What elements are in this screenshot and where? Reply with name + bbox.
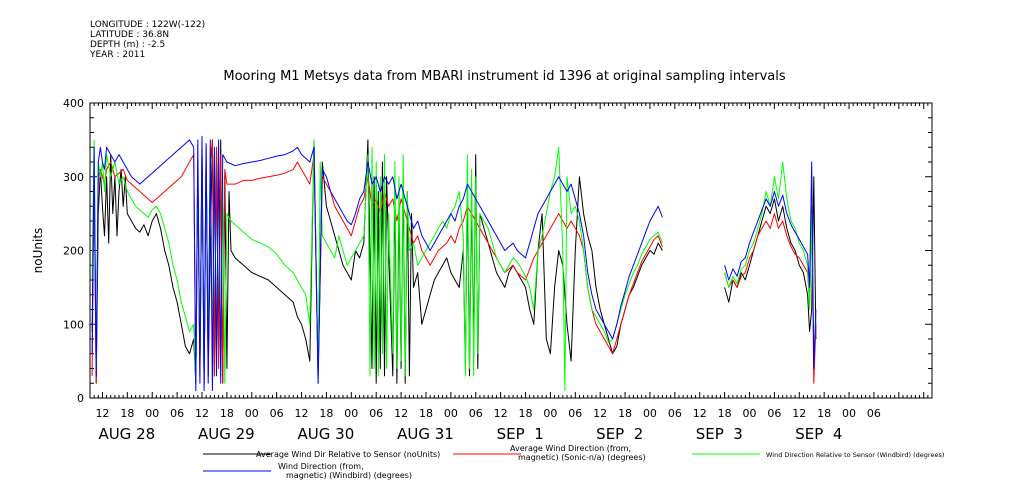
- x-hour-tick-label: 18: [120, 407, 134, 420]
- x-hour-tick-label: 18: [718, 407, 732, 420]
- x-date-label: SEP 4: [795, 425, 842, 443]
- legend-label-1: Average Wind Dir Relative to Sensor (noU…: [256, 450, 440, 459]
- x-hour-tick-label: 18: [419, 407, 433, 420]
- series-line-4: [91, 135, 663, 392]
- x-hour-tick-label: 06: [170, 407, 184, 420]
- y-tick-label: 100: [63, 318, 84, 331]
- y-tick-label: 400: [63, 97, 84, 110]
- x-date-label: SEP 1: [497, 425, 544, 443]
- x-hour-tick-label: 12: [792, 407, 806, 420]
- x-hour-tick-label: 18: [220, 407, 234, 420]
- x-hour-tick-label: 06: [568, 407, 582, 420]
- x-date-label: AUG 29: [198, 425, 255, 443]
- x-date-label: SEP 2: [596, 425, 643, 443]
- x-hour-tick-label: 12: [494, 407, 508, 420]
- y-tick-label: 200: [63, 245, 84, 258]
- x-hour-tick-label: 06: [867, 407, 881, 420]
- legend-label-4: magnetic) (Windbird) (degrees): [286, 471, 412, 480]
- x-hour-tick-label: 06: [369, 407, 383, 420]
- x-hour-tick-label: 00: [245, 407, 259, 420]
- series-line-3: [91, 139, 663, 392]
- x-date-label: AUG 28: [98, 425, 155, 443]
- x-hour-tick-label: 00: [145, 407, 159, 420]
- x-hour-tick-label: 12: [593, 407, 607, 420]
- x-hour-tick-label: 06: [469, 407, 483, 420]
- legend-label-2: magnetic) (Sonic-n/a) (degrees): [518, 453, 646, 462]
- series-line-2: [91, 139, 663, 384]
- y-tick-label: 0: [77, 392, 84, 405]
- legend-layer: Average Wind Dir Relative to Sensor (noU…: [203, 444, 944, 480]
- latitude-label: LATITUDE : 36.8N: [90, 30, 170, 40]
- x-hour-tick-label: 00: [742, 407, 756, 420]
- series-line-1: [724, 176, 817, 340]
- series-line-3: [724, 161, 817, 355]
- x-hour-tick-label: 00: [444, 407, 458, 420]
- depth-label: DEPTH (m) : -2.5: [90, 40, 166, 50]
- x-hour-tick-label: 12: [693, 407, 707, 420]
- x-hour-tick-label: 12: [295, 407, 309, 420]
- x-hour-tick-label: 06: [767, 407, 781, 420]
- x-hour-tick-label: 00: [344, 407, 358, 420]
- metadata-block: LONGITUDE : 122W(-122) LATITUDE : 36.8N …: [90, 20, 205, 60]
- x-date-label: SEP 3: [696, 425, 743, 443]
- x-hour-tick-label: 18: [519, 407, 533, 420]
- chart-title: Mooring M1 Metsys data from MBARI instru…: [223, 69, 786, 84]
- legend-label-2: Average Wind Direction (from,: [510, 444, 631, 453]
- x-hour-tick-label: 06: [270, 407, 284, 420]
- series-line-4: [724, 161, 817, 369]
- series-layer: [91, 135, 817, 392]
- y-tick-label: 300: [63, 171, 84, 184]
- x-date-label: AUG 30: [298, 425, 355, 443]
- legend-label-4: Wind Direction (from,: [278, 462, 364, 471]
- x-hour-tick-label: 18: [319, 407, 333, 420]
- x-hour-tick-label: 12: [394, 407, 408, 420]
- y-axis-label: noUnits: [31, 228, 45, 274]
- x-date-label: AUG 31: [397, 425, 454, 443]
- series-line-2: [724, 205, 817, 384]
- x-hour-tick-label: 18: [817, 407, 831, 420]
- x-hour-tick-label: 12: [195, 407, 209, 420]
- x-hour-tick-label: 18: [618, 407, 632, 420]
- legend-label-3: Wind Direction Relative to Sensor (Windb…: [766, 451, 944, 459]
- x-hour-tick-label: 06: [668, 407, 682, 420]
- axis-layer: 0 100 200 300 400 noUnits 12 18 00 06 12 18 00 06 12 18…: [31, 97, 933, 443]
- x-hour-tick-label: 00: [643, 407, 657, 420]
- x-hour-tick-label: 00: [543, 407, 557, 420]
- longitude-label: LONGITUDE : 122W(-122): [90, 20, 206, 30]
- x-hour-tick-label: 00: [842, 407, 856, 420]
- year-label: YEAR : 2011: [90, 50, 146, 60]
- x-hour-tick-label: 12: [95, 407, 109, 420]
